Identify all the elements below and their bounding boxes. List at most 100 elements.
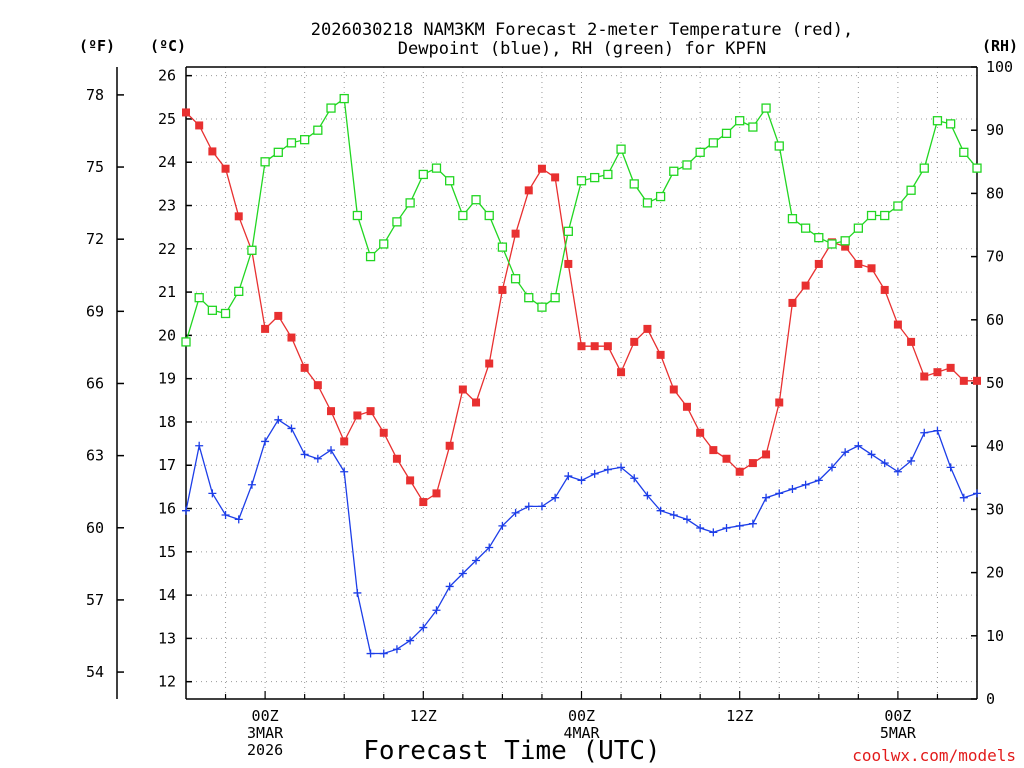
temperature-point — [959, 376, 968, 385]
dewpoint-point — [366, 649, 375, 658]
temperature-point — [261, 324, 270, 333]
fahrenheit-tick-label: 57 — [86, 591, 104, 609]
rh-point — [576, 176, 587, 186]
rh-tick-label: 40 — [986, 437, 1004, 455]
dewpoint-point — [537, 502, 546, 511]
temperature-point — [300, 363, 309, 372]
rh-point — [484, 210, 494, 221]
rh-tick-label: 30 — [986, 500, 1004, 518]
dewpoint-point — [353, 588, 362, 597]
celsius-tick-label: 19 — [158, 370, 176, 388]
dewpoint-point — [287, 424, 296, 433]
fahrenheit-tick-label: 75 — [86, 158, 104, 176]
dewpoint-point — [327, 446, 336, 455]
rh-point — [972, 163, 982, 173]
rh-tick-label: 80 — [986, 184, 1004, 202]
chart-title-line-2: Dewpoint (blue), RH (green) for KPFN — [398, 39, 766, 59]
series-temperature — [182, 108, 981, 507]
temperature-point — [880, 285, 889, 294]
rh-point — [313, 125, 323, 135]
rh-point — [379, 239, 389, 249]
dewpoint-point — [762, 493, 771, 502]
dewpoint-point — [195, 441, 204, 450]
temperature-point — [287, 333, 296, 342]
temperature-point — [340, 437, 349, 446]
dewpoint-point — [920, 428, 929, 437]
rh-point — [537, 302, 547, 312]
dewpoint-point — [313, 454, 322, 463]
temperature-point — [617, 368, 626, 377]
time-tick-label: 2026 — [247, 741, 283, 759]
temperature-point — [920, 372, 929, 381]
celsius-tick-label: 26 — [158, 67, 176, 85]
rh-point — [695, 147, 705, 157]
rh-tick-label: 60 — [986, 311, 1004, 329]
series-layer — [181, 93, 982, 658]
rh-point — [194, 293, 204, 303]
rh-point — [748, 122, 758, 132]
celsius-tick-label: 13 — [158, 629, 176, 647]
rh-point — [603, 169, 613, 180]
temperature-point — [221, 164, 230, 173]
celsius-axis: 12 13 14 15 16 17 18 19 20 21 22 23 24 25 26 — [158, 67, 192, 691]
chart-title: 2026030218 NAM3KM Forecast 2-meter Tempe… — [311, 20, 853, 59]
temperature-point — [973, 376, 981, 385]
dewpoint-point — [392, 645, 401, 654]
fahrenheit-unit-label: (ºF) — [79, 37, 115, 55]
rh-point — [247, 245, 257, 255]
temperature-point — [933, 368, 942, 377]
dewpoint-point — [775, 489, 784, 498]
rh-point — [761, 103, 771, 113]
temperature-point — [590, 342, 599, 351]
rh-point — [800, 223, 811, 233]
time-tick-label: 5MAR — [880, 724, 917, 742]
rh-point — [365, 251, 376, 262]
rh-point — [932, 116, 943, 126]
dewpoint-point — [893, 467, 902, 476]
time-tick-label: 00Z — [884, 707, 911, 725]
dewpoint-point — [867, 450, 876, 459]
dewpoint-point — [379, 649, 388, 658]
rh-point — [445, 176, 455, 186]
dewpoint-point — [827, 463, 836, 472]
celsius-tick-label: 21 — [158, 283, 176, 301]
time-tick-label: 12Z — [726, 707, 753, 725]
rh-point — [563, 226, 573, 236]
time-tick-label: 3MAR — [247, 724, 284, 742]
dewpoint-point — [617, 463, 626, 472]
temperature-point — [458, 385, 467, 394]
temperature-point — [788, 298, 797, 307]
temperature-point — [893, 320, 902, 329]
fahrenheit-tick-label: 63 — [86, 447, 104, 465]
rh-point — [550, 293, 560, 303]
rh-point — [682, 160, 692, 170]
rh-point — [853, 223, 863, 233]
celsius-tick-label: 14 — [158, 586, 176, 604]
celsius-tick-label: 25 — [158, 110, 176, 128]
time-tick-label: 00Z — [568, 707, 595, 725]
time-tick-label: 12Z — [410, 707, 437, 725]
rh-point — [273, 147, 283, 157]
dewpoint-point — [854, 441, 863, 450]
rh-tick-label: 100 — [986, 58, 1013, 76]
rh-point — [299, 135, 310, 145]
chart-title-line-1: 2026030218 NAM3KM Forecast 2-meter Tempe… — [311, 20, 853, 40]
fahrenheit-tick-label: 60 — [86, 519, 104, 537]
temperature-point — [551, 173, 560, 182]
temperature-point — [313, 381, 322, 390]
dewpoint-point — [432, 606, 441, 615]
temperature-point — [406, 476, 415, 485]
temperature-point — [366, 407, 375, 416]
rh-point — [326, 103, 336, 113]
rh-point — [590, 172, 600, 183]
temperature-point — [511, 229, 520, 238]
dewpoint-point — [524, 502, 533, 511]
dewpoint-point — [880, 459, 889, 468]
celsius-tick-label: 17 — [158, 456, 176, 474]
rh-point — [669, 166, 679, 176]
celsius-tick-label: 12 — [158, 673, 176, 691]
dewpoint-point — [261, 437, 270, 446]
temperature-point — [208, 147, 217, 156]
rh-point — [840, 236, 850, 246]
